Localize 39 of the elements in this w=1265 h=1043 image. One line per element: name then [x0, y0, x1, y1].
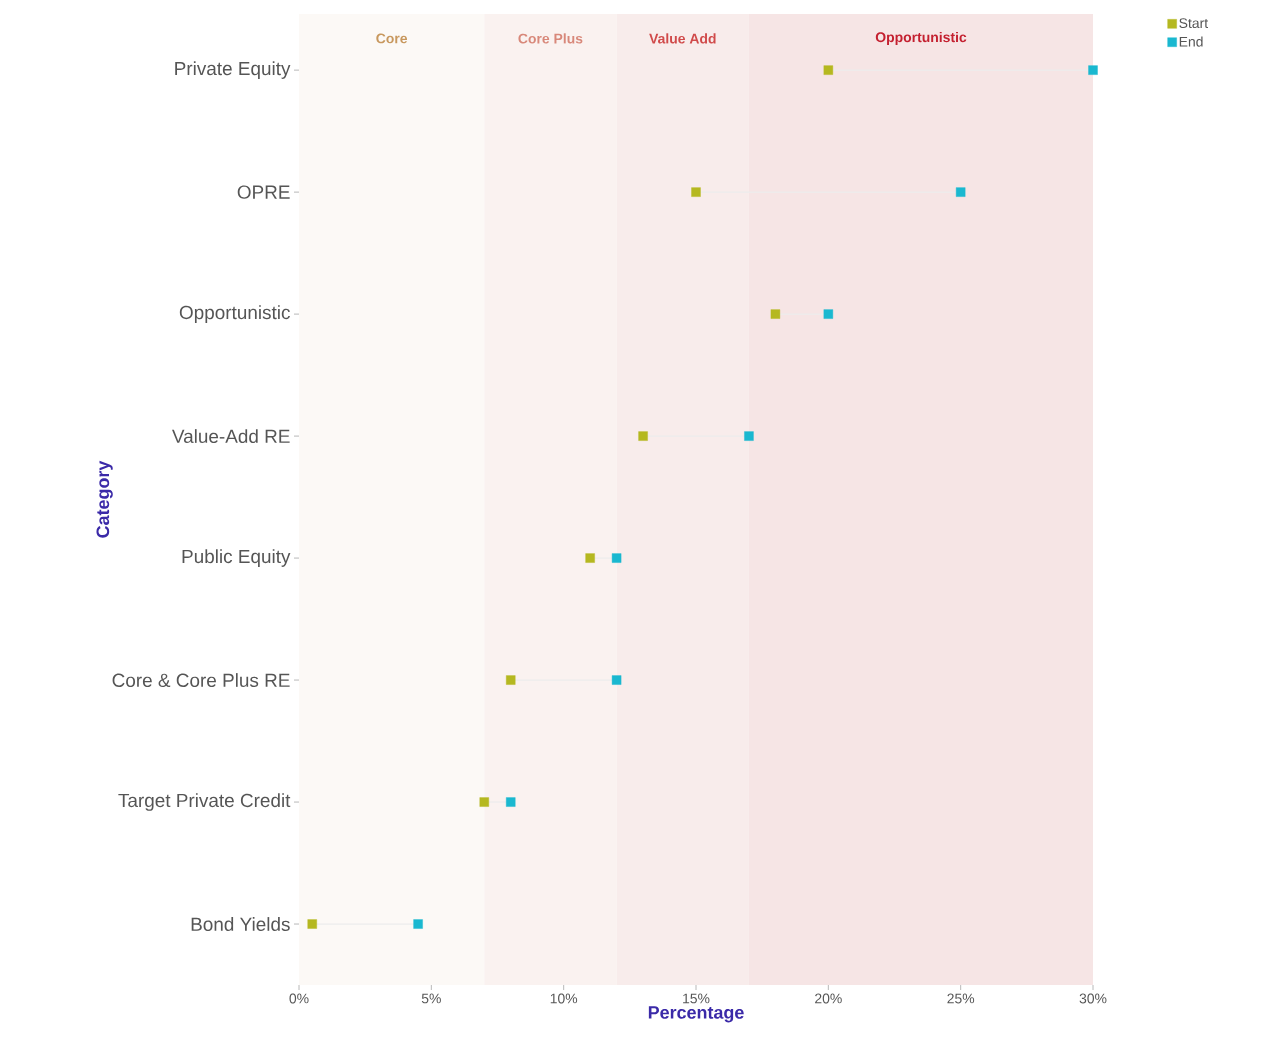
y-tick-label: Public Equity [182, 549, 291, 567]
point [307, 919, 317, 929]
point [506, 675, 516, 685]
x-tick-label: 15% [683, 993, 710, 1004]
y-tick-label: Opportunistic [179, 305, 290, 323]
point [611, 553, 622, 563]
x-tick-label: 30% [1079, 993, 1107, 1004]
point [638, 431, 648, 441]
y-tick-label: Bond Yields [191, 917, 290, 931]
x-tick-label: 0% [289, 993, 309, 1004]
point [585, 553, 595, 563]
point [691, 187, 701, 197]
x-tick-label: 20% [815, 993, 842, 1004]
point [955, 187, 966, 197]
point [823, 309, 834, 319]
x-tick-label: 10% [550, 993, 578, 1004]
x-axis-title: Percentage [648, 1006, 744, 1023]
y-tick-label: Target Private Credit [118, 793, 291, 811]
y-axis-title: Category [96, 460, 113, 538]
point [770, 309, 781, 319]
y-tick-label: Core & Core Plus RE [112, 673, 290, 688]
band-label: Value Add [649, 33, 716, 44]
legend-label: End [1179, 36, 1203, 47]
point [479, 797, 489, 807]
y-tick-label: Value-Add RE [172, 429, 290, 444]
x-tick-label: 5% [421, 993, 441, 1004]
point [823, 65, 834, 75]
x-tick-label: 25% [947, 993, 975, 1004]
y-tick-label: Private Equity [175, 61, 291, 79]
point [413, 919, 423, 929]
y-tick-label: OPRE [237, 185, 290, 199]
band-label: Core Plus [518, 33, 583, 44]
band-label: Opportunistic [875, 31, 967, 45]
legend-label: Start [1179, 18, 1209, 29]
point [611, 675, 622, 685]
point [744, 431, 754, 441]
point [1088, 65, 1098, 75]
point [506, 797, 516, 807]
band-label: Core [376, 33, 408, 44]
